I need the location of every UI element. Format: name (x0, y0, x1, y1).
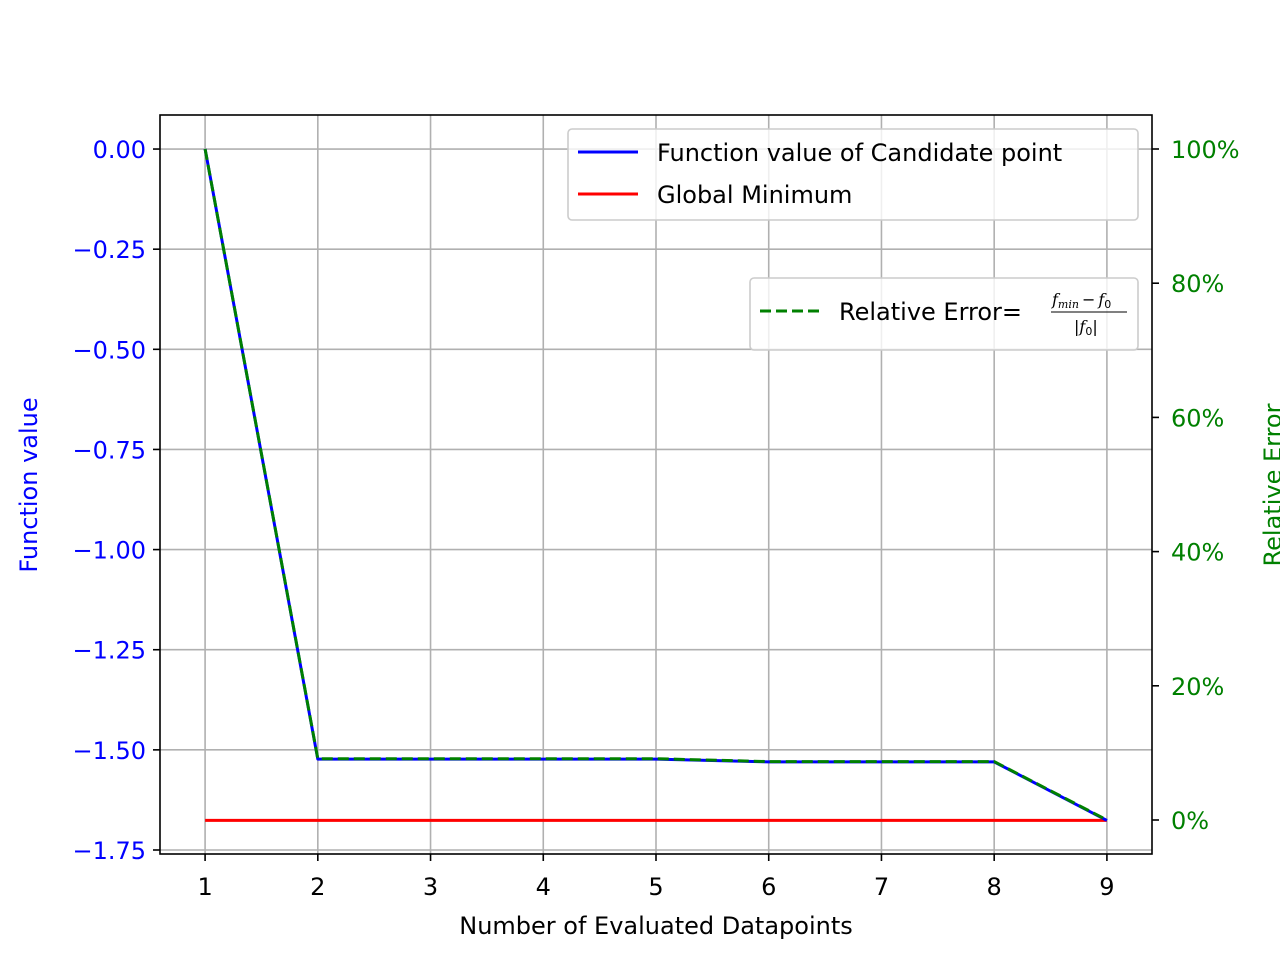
legend-label-relative-error: Relative Error= (839, 298, 1022, 326)
x-tick-label: 8 (987, 873, 1002, 901)
y-tick-label: −0.25 (72, 236, 146, 264)
x-axis-ticks: 1 2 3 4 5 6 7 8 9 (197, 854, 1115, 901)
x-tick-label: 4 (536, 873, 551, 901)
y2-axis-label: Relative Error (1259, 403, 1280, 566)
y-tick-label: −1.00 (72, 537, 146, 565)
legend-primary: Function value of Candidate point Global… (567, 128, 1139, 221)
y2-tick-label: 0% (1171, 807, 1209, 835)
formula-numerator: fmin − f0 (1051, 290, 1111, 311)
y-tick-label: −1.25 (72, 637, 146, 665)
y2-axis-ticks: 100% 80% 60% 40% 20% 0% (1152, 136, 1240, 835)
x-tick-label: 5 (648, 873, 663, 901)
y2-tick-label: 40% (1171, 539, 1224, 567)
y-tick-label: −0.75 (72, 436, 146, 464)
legend-primary-frame (567, 128, 1139, 221)
relative-error-formula: fmin − f0 |f0| (1051, 290, 1127, 338)
x-axis-label: Number of Evaluated Datapoints (459, 912, 853, 940)
legend-label-global-min: Global Minimum (657, 181, 852, 209)
x-tick-label: 3 (423, 873, 438, 901)
y2-tick-label: 80% (1171, 270, 1224, 298)
legend-secondary-frame (749, 277, 1139, 351)
y2-tick-label: 60% (1171, 404, 1224, 432)
series-lines (203, 148, 1108, 822)
x-tick-label: 6 (761, 873, 776, 901)
y-axis-label: Function value (15, 397, 43, 572)
y-tick-label: −0.50 (72, 336, 146, 364)
series-line-relative-error (203, 148, 1108, 822)
x-tick-label: 2 (310, 873, 325, 901)
legend-label-candidate: Function value of Candidate point (657, 139, 1062, 167)
y-tick-label: −1.75 (72, 837, 146, 865)
y-axis-ticks: 0.00 −0.25 −0.50 −0.75 −1.00 −1.25 −1.50 −1.75 (72, 136, 160, 865)
x-tick-label: 9 (1099, 873, 1114, 901)
y2-tick-label: 20% (1171, 673, 1224, 701)
legend-secondary: Relative Error= fmin − f0 |f0| (749, 277, 1139, 351)
y2-tick-label: 100% (1171, 136, 1240, 164)
formula-denominator: |f0| (1074, 317, 1098, 338)
y-tick-label: −1.50 (72, 737, 146, 765)
x-tick-label: 7 (874, 873, 889, 901)
y-tick-label: 0.00 (93, 136, 146, 164)
x-tick-label: 1 (197, 873, 212, 901)
